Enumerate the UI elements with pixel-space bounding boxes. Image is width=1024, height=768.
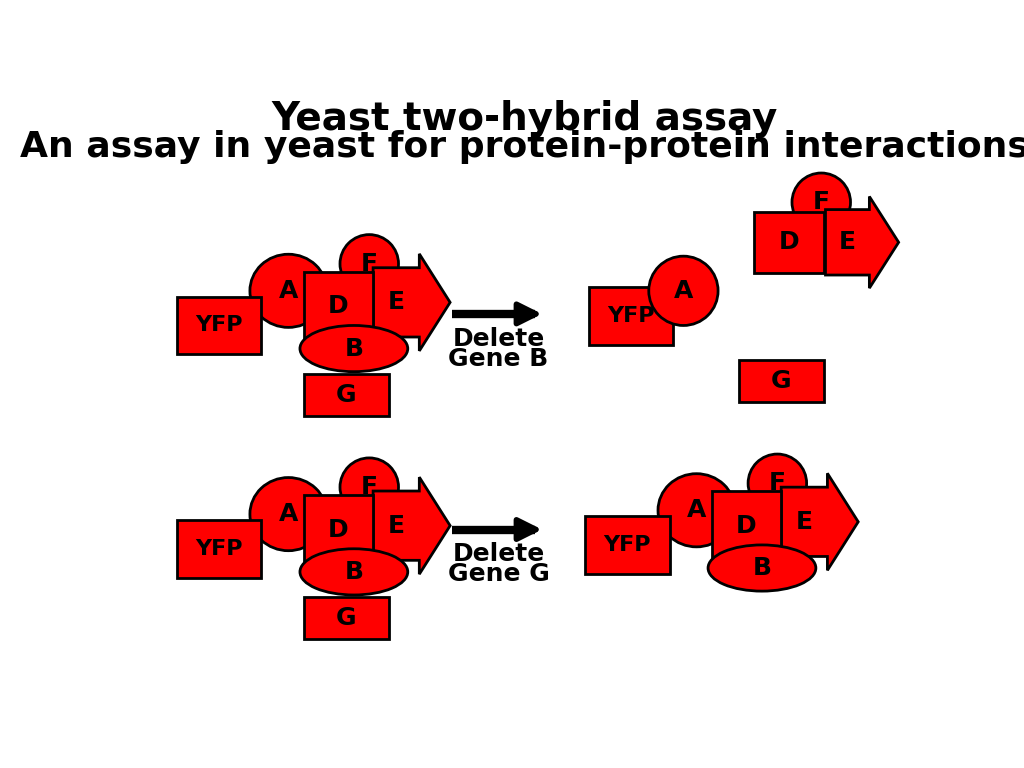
Text: Delete: Delete — [453, 326, 545, 350]
Text: D: D — [328, 294, 349, 318]
Text: YFP: YFP — [196, 316, 243, 336]
Bar — [304, 495, 373, 564]
Circle shape — [749, 454, 807, 512]
Text: F: F — [360, 475, 378, 499]
Text: B: B — [344, 560, 364, 584]
Polygon shape — [781, 473, 858, 571]
Polygon shape — [373, 477, 451, 574]
Ellipse shape — [300, 549, 408, 595]
Text: G: G — [336, 382, 356, 407]
Bar — [755, 211, 823, 273]
Ellipse shape — [250, 254, 327, 327]
Circle shape — [649, 257, 718, 326]
Text: YFP: YFP — [603, 535, 651, 555]
Text: Gene B: Gene B — [449, 346, 549, 371]
Text: A: A — [674, 279, 693, 303]
Text: G: G — [336, 606, 356, 630]
Text: E: E — [388, 514, 404, 538]
Text: Gene G: Gene G — [447, 562, 550, 586]
Ellipse shape — [250, 478, 327, 551]
Text: F: F — [360, 252, 378, 276]
Text: E: E — [796, 510, 813, 534]
Polygon shape — [825, 197, 899, 288]
Text: D: D — [328, 518, 349, 541]
Text: An assay in yeast for protein-protein interactions: An assay in yeast for protein-protein in… — [20, 130, 1024, 164]
Text: B: B — [344, 336, 364, 360]
Bar — [304, 272, 373, 341]
Bar — [177, 520, 261, 578]
Text: B: B — [753, 556, 771, 580]
Bar — [739, 359, 823, 402]
Text: A: A — [279, 279, 298, 303]
Bar — [585, 516, 670, 574]
Text: F: F — [769, 472, 785, 495]
Text: A: A — [687, 498, 707, 522]
Polygon shape — [373, 254, 451, 351]
Text: Yeast two-hybrid assay: Yeast two-hybrid assay — [271, 100, 778, 138]
Text: D: D — [778, 230, 799, 254]
Ellipse shape — [708, 545, 816, 591]
Bar — [304, 373, 388, 416]
Text: F: F — [813, 190, 829, 214]
Text: E: E — [388, 290, 404, 314]
Bar — [589, 287, 674, 345]
Text: G: G — [771, 369, 792, 393]
Bar — [177, 296, 261, 354]
Text: Delete: Delete — [453, 542, 545, 566]
Ellipse shape — [300, 326, 408, 372]
Text: YFP: YFP — [196, 539, 243, 559]
Bar — [304, 597, 388, 639]
Text: E: E — [839, 230, 856, 254]
Circle shape — [340, 458, 398, 516]
Bar — [712, 491, 781, 561]
Ellipse shape — [658, 474, 735, 547]
Circle shape — [340, 234, 398, 293]
Circle shape — [792, 173, 851, 231]
Text: YFP: YFP — [607, 306, 654, 326]
Text: A: A — [279, 502, 298, 526]
Text: D: D — [736, 514, 757, 538]
